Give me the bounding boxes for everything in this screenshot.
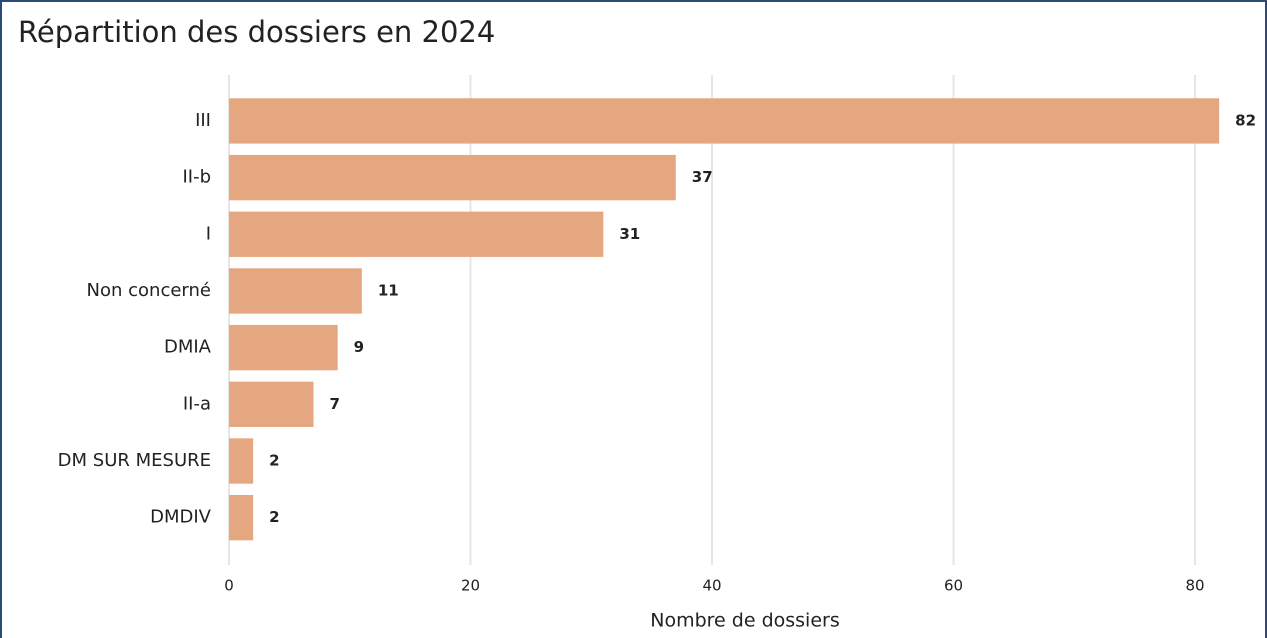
y-tick-label: II-a xyxy=(183,393,211,414)
y-tick-label: DMIA xyxy=(164,337,212,358)
bar xyxy=(229,268,362,314)
x-tick-label: 60 xyxy=(944,577,963,595)
y-tick-label: III xyxy=(195,110,211,131)
value-label: 2 xyxy=(269,451,279,469)
value-label: 37 xyxy=(692,168,713,186)
x-tick-label: 20 xyxy=(461,577,480,595)
chart-title: Répartition des dossiers en 2024 xyxy=(18,15,495,49)
y-tick-label: Non concerné xyxy=(87,280,211,301)
value-label: 31 xyxy=(619,225,640,243)
y-tick-label: DMDIV xyxy=(150,507,212,528)
y-tick-label: II-b xyxy=(182,167,211,188)
bar xyxy=(229,438,254,484)
bar xyxy=(229,324,338,371)
x-tick-label: 40 xyxy=(702,577,721,595)
y-tick-label: I xyxy=(206,223,211,244)
x-axis-label: Nombre de dossiers xyxy=(650,610,839,632)
x-tick-label: 0 xyxy=(224,577,234,595)
value-label: 2 xyxy=(269,508,279,526)
value-label: 7 xyxy=(330,395,340,413)
x-tick-label: 80 xyxy=(1185,577,1204,595)
bar xyxy=(229,211,604,257)
bar xyxy=(229,154,676,201)
bar xyxy=(229,381,314,427)
value-label: 9 xyxy=(354,338,364,356)
y-tick-label: DM SUR MESURE xyxy=(58,450,211,471)
value-label: 11 xyxy=(378,281,399,299)
value-label: 82 xyxy=(1235,111,1256,129)
bar xyxy=(229,494,254,541)
bar xyxy=(229,98,1220,144)
